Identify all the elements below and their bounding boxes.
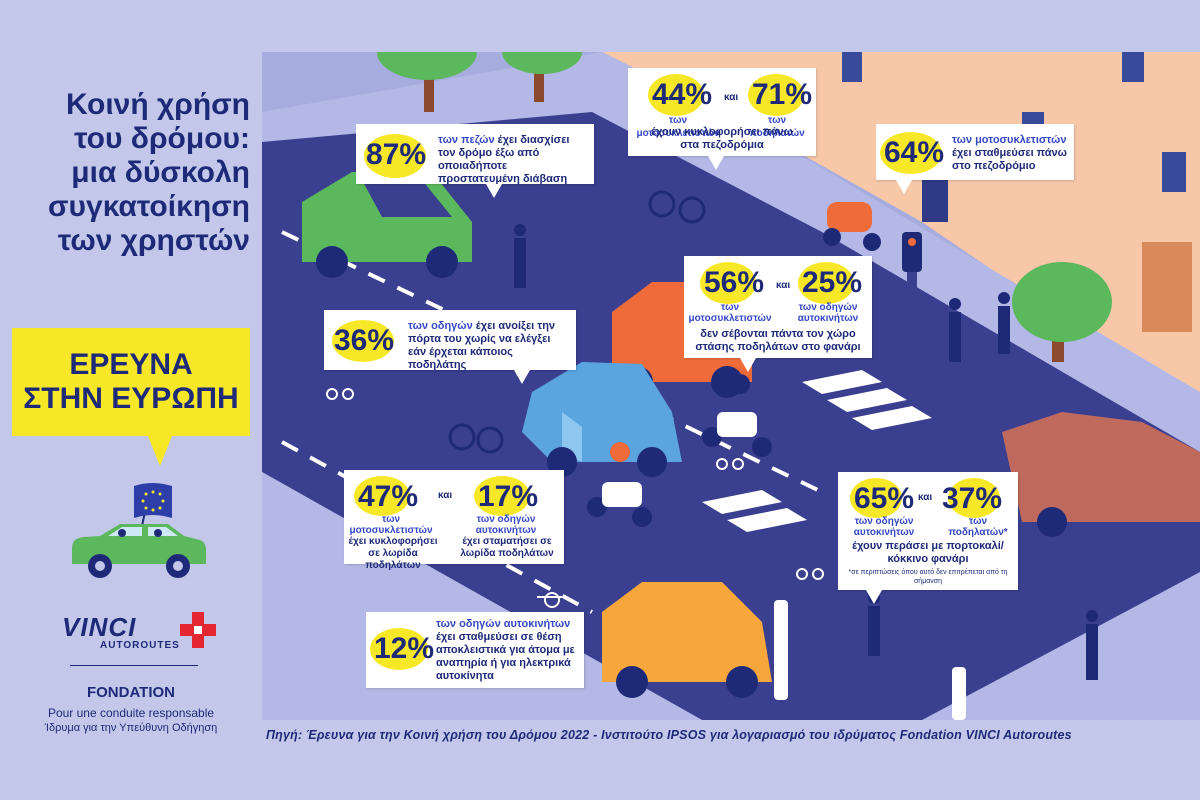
page-title: Κοινή χρήση του δρόμου: μια δύσκολη συγκ… xyxy=(20,88,250,258)
stat-percent: 47% xyxy=(358,480,419,513)
tagline-fr: Pour une conduite responsable xyxy=(47,706,215,720)
blue-car xyxy=(522,362,682,477)
stat-percent: 17% xyxy=(478,480,539,513)
stat-card-56-25: 56% και 25% των μοτοσυκλετιστών των οδηγ… xyxy=(684,256,872,372)
stat-percent: 71% xyxy=(752,78,813,111)
stat-group: των οδηγών αυτοκινήτων xyxy=(853,516,915,538)
highlight-blob xyxy=(364,134,426,178)
stat-text: έχει διασχίσει τον δρόμο έξω από οποιαδή… xyxy=(438,134,570,185)
footnote: *σε περιπτώσεις όπου αυτό δεν επιτρέπετα… xyxy=(848,569,1008,585)
stat-card-64: 64% των μοτοσυκλετιστών έχει σταθμεύσει … xyxy=(876,124,1074,194)
and-label: και xyxy=(724,92,739,103)
highlight-blob xyxy=(798,262,854,304)
divider xyxy=(70,665,198,666)
traffic-light-icon xyxy=(902,232,922,362)
highlight-blob xyxy=(648,74,704,116)
stat-percent: 44% xyxy=(652,78,713,111)
and-label: και xyxy=(776,280,791,291)
callout-tail xyxy=(514,370,530,384)
highlight-blob xyxy=(748,74,804,116)
green-car-icon xyxy=(72,483,206,578)
stat-group: των οδηγών αυτοκινήτων xyxy=(475,514,537,536)
yellow-car xyxy=(602,582,772,698)
stat-card-47-17: 47% και 17% των μοτοσυκλετιστών των οδηγ… xyxy=(344,470,564,571)
and-label: και xyxy=(438,490,453,501)
stat-group: των μοτοσυκλετιστών xyxy=(688,302,772,324)
stat-text: έχει σταθμεύσει πάνω στο πεζοδρόμιο xyxy=(952,147,1067,172)
highlight-blob xyxy=(370,628,428,670)
green-car xyxy=(302,172,472,278)
fondation-label: FONDATION xyxy=(86,684,176,701)
stat-text: έχει κυκλοφορήσει σε λωρίδα ποδηλάτων xyxy=(348,536,438,571)
eu-flag-icon xyxy=(134,483,172,518)
title-line: Κοινή χρήση xyxy=(66,88,250,121)
highlight-blob xyxy=(850,478,902,518)
stat-card-44-71: 44% και 71% των μοτοσυκλετιστών των ποδη… xyxy=(628,68,816,170)
stat-percent: 65% xyxy=(854,482,915,515)
callout-tail xyxy=(866,590,882,604)
stat-percent: 56% xyxy=(704,266,765,299)
and-label: και xyxy=(918,492,933,503)
stat-text: έχει σταματήσει σε λωρίδα ποδηλάτων xyxy=(460,536,554,559)
banner-line: ΣΤΗΝ ΕΥΡΩΠΗ xyxy=(23,382,239,415)
stat-percent: 12% xyxy=(374,632,435,665)
stat-group: των οδηγών αυτοκινήτων xyxy=(436,618,571,630)
source-caption: Πηγή: Έρευνα για την Κοινή χρήση του Δρό… xyxy=(266,728,1072,742)
bicycle-marking-icon xyxy=(326,388,824,580)
stat-card-65-37: 65% και 37% των οδηγών αυτοκινήτων των π… xyxy=(838,472,1018,604)
banner-line: ΕΡΕΥΝΑ xyxy=(69,348,193,381)
stat-group: των ποδηλατών* xyxy=(948,516,1008,538)
stat-group: των οδηγών xyxy=(408,320,473,332)
title-line: μια δύσκολη xyxy=(71,156,250,189)
stat-text: έχουν κυκλοφορήσει πάνω στα πεζοδρόμια xyxy=(651,126,793,151)
callout-tail xyxy=(740,358,756,372)
motorbike xyxy=(702,374,772,457)
callout-tail xyxy=(708,156,724,170)
wheelchair-marking-icon xyxy=(537,592,562,608)
title-line: του δρόμου: xyxy=(74,122,250,155)
stat-percent: 36% xyxy=(334,324,395,357)
stat-card-12: 12% των οδηγών αυτοκινήτων έχει σταθμεύσ… xyxy=(366,612,584,688)
vinci-cross-icon xyxy=(180,612,216,648)
brown-car xyxy=(1002,412,1200,537)
stat-group: των ποδηλατών xyxy=(749,115,805,139)
tagline-gr: Ίδρυμα για την Υπεύθυνη Οδήγηση xyxy=(44,722,218,734)
stat-group: των μοτοσυκλετιστών xyxy=(349,514,433,536)
stat-group: των οδηγών αυτοκινήτων xyxy=(797,302,859,324)
title-line: συγκατοίκηση xyxy=(48,190,250,223)
stat-card-87: 87% των πεζών έχει διασχίσει τον δρόμο έ… xyxy=(356,124,594,198)
highlight-blob xyxy=(948,478,1000,518)
title-line: των χρηστών xyxy=(57,224,250,257)
motorbike xyxy=(587,442,652,527)
survey-banner: ΕΡΕΥΝΑ ΣΤΗΝ ΕΥΡΩΠΗ xyxy=(12,328,250,436)
stat-text: έχει σταθμεύσει σε θέση αποκλειστικά για… xyxy=(436,631,575,682)
highlight-blob xyxy=(880,132,942,174)
tree-icon xyxy=(377,52,1112,362)
stat-text: δεν σέβονται πάντα τον χώρο στάσης ποδηλ… xyxy=(695,328,861,353)
vinci-logo: VINCI xyxy=(62,612,137,642)
banner-tail xyxy=(148,436,172,466)
callout-tail xyxy=(896,180,912,194)
highlight-blob xyxy=(354,476,410,516)
left-panel: Κοινή χρήση του δρόμου: μια δύσκολη συγκ… xyxy=(0,0,262,800)
highlight-blob xyxy=(332,320,394,362)
bicycle xyxy=(448,190,706,454)
highlight-blob xyxy=(700,262,756,304)
stat-group: των μοτοσυκλετιστών xyxy=(636,115,720,139)
callout-tail xyxy=(486,184,502,198)
autoroutes-label: AUTOROUTES xyxy=(100,640,180,651)
stat-percent: 64% xyxy=(884,136,945,169)
stat-card-36: 36% των οδηγών έχει ανοίξει την πόρτα το… xyxy=(324,310,576,384)
stat-percent: 87% xyxy=(366,138,427,171)
ev-charger-icon xyxy=(774,600,966,720)
stat-text: έχει ανοίξει την πόρτα του χωρίς να ελέγ… xyxy=(408,320,556,371)
stat-percent: 25% xyxy=(802,266,863,299)
highlight-blob xyxy=(474,476,530,516)
stat-percent: 37% xyxy=(942,482,1003,515)
stat-group: των μοτοσυκλετιστών xyxy=(952,134,1067,146)
stat-group: των πεζών xyxy=(438,134,495,146)
stat-text: έχουν περάσει με πορτοκαλί/κόκκινο φανάρ… xyxy=(852,540,1004,565)
scooter xyxy=(823,202,881,251)
